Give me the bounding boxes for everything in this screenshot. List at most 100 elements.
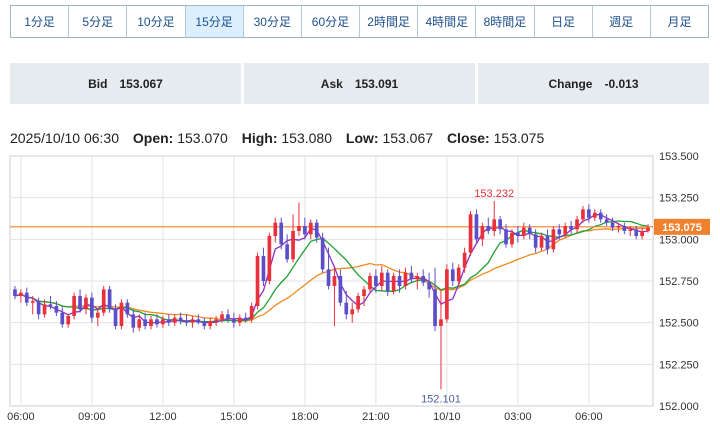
candle-body[interactable] bbox=[161, 319, 165, 325]
candle-body[interactable] bbox=[303, 226, 307, 235]
candle-body[interactable] bbox=[196, 319, 201, 323]
timeframe-tab[interactable]: 8時間足 bbox=[476, 6, 535, 37]
candle-body[interactable] bbox=[273, 222, 278, 236]
candle-body[interactable] bbox=[60, 312, 65, 325]
candle-body[interactable] bbox=[492, 219, 497, 231]
candle-body[interactable] bbox=[220, 314, 224, 320]
candle-body[interactable] bbox=[149, 319, 153, 326]
candle-body[interactable] bbox=[474, 214, 479, 240]
candle-body[interactable] bbox=[202, 322, 207, 326]
candle-body[interactable] bbox=[208, 321, 213, 326]
candle-body[interactable] bbox=[119, 302, 124, 326]
candle-body[interactable] bbox=[54, 306, 59, 313]
candle-body[interactable] bbox=[427, 282, 431, 290]
candle-body[interactable] bbox=[397, 276, 402, 286]
candle-body[interactable] bbox=[308, 222, 313, 235]
candle-body[interactable] bbox=[249, 306, 254, 320]
candle-body[interactable] bbox=[610, 222, 615, 228]
candle-body[interactable] bbox=[462, 252, 467, 268]
candle-body[interactable] bbox=[72, 296, 76, 316]
candle-body[interactable] bbox=[521, 227, 526, 236]
candle-body[interactable] bbox=[166, 319, 171, 323]
candle-body[interactable] bbox=[320, 237, 325, 270]
candle-body[interactable] bbox=[592, 212, 597, 218]
candle-body[interactable] bbox=[36, 301, 41, 315]
candle-body[interactable] bbox=[42, 304, 47, 315]
candle-body[interactable] bbox=[107, 289, 112, 310]
candle-body[interactable] bbox=[510, 232, 514, 245]
candle-body[interactable] bbox=[24, 292, 29, 303]
candle-body[interactable] bbox=[226, 314, 230, 320]
candle-body[interactable] bbox=[527, 227, 532, 235]
candle-body[interactable] bbox=[480, 226, 485, 240]
candle-body[interactable] bbox=[125, 302, 130, 315]
candle-body[interactable] bbox=[575, 219, 579, 230]
timeframe-tab[interactable]: 30分足 bbox=[243, 6, 302, 37]
candle-body[interactable] bbox=[421, 276, 426, 283]
candle-body[interactable] bbox=[178, 317, 183, 321]
candle-body[interactable] bbox=[604, 219, 609, 223]
candle-body[interactable] bbox=[646, 227, 650, 231]
candle-body[interactable] bbox=[551, 229, 556, 250]
candlestick-chart[interactable]: 153.500 153.250 153.000 152.750 152.500 152.2… bbox=[0, 148, 720, 430]
candle-body[interactable] bbox=[504, 229, 508, 245]
candle-body[interactable] bbox=[113, 309, 118, 326]
candle-body[interactable] bbox=[190, 319, 195, 323]
candle-body[interactable] bbox=[581, 209, 585, 220]
candle-body[interactable] bbox=[326, 269, 331, 286]
candle-body[interactable] bbox=[403, 272, 408, 286]
candle-body[interactable] bbox=[232, 319, 236, 323]
candle-body[interactable] bbox=[279, 222, 284, 245]
candle-body[interactable] bbox=[143, 319, 147, 326]
candle-body[interactable] bbox=[172, 317, 177, 323]
timeframe-tab[interactable]: 2時間足 bbox=[360, 6, 419, 37]
timeframe-tab[interactable]: 5分足 bbox=[69, 6, 128, 37]
candle-body[interactable] bbox=[563, 226, 568, 235]
candle-body[interactable] bbox=[409, 272, 414, 280]
timeframe-tab[interactable]: 15分足 bbox=[185, 6, 244, 37]
candle-body[interactable] bbox=[598, 212, 603, 220]
candle-body[interactable] bbox=[356, 296, 360, 310]
candle-body[interactable] bbox=[155, 319, 159, 325]
candle-body[interactable] bbox=[131, 314, 136, 328]
candle-body[interactable] bbox=[368, 276, 372, 290]
candle-body[interactable] bbox=[285, 244, 289, 260]
candle-body[interactable] bbox=[137, 319, 142, 328]
candle-body[interactable] bbox=[616, 226, 621, 228]
timeframe-tab[interactable]: 60分足 bbox=[301, 6, 361, 37]
candle-body[interactable] bbox=[90, 297, 94, 318]
candle-body[interactable] bbox=[291, 231, 295, 260]
candle-body[interactable] bbox=[84, 297, 88, 310]
candle-body[interactable] bbox=[533, 234, 538, 248]
candle-body[interactable] bbox=[557, 229, 562, 235]
candle-body[interactable] bbox=[445, 269, 449, 320]
candle-body[interactable] bbox=[95, 312, 100, 318]
timeframe-tab[interactable]: 日足 bbox=[534, 6, 593, 37]
timeframe-tab[interactable]: 1分足 bbox=[11, 6, 70, 37]
candle-body[interactable] bbox=[385, 272, 390, 291]
timeframe-tab[interactable]: 10分足 bbox=[127, 6, 186, 37]
candle-body[interactable] bbox=[539, 236, 544, 248]
candle-body[interactable] bbox=[587, 209, 591, 218]
candle-body[interactable] bbox=[48, 304, 53, 306]
candle-body[interactable] bbox=[516, 232, 520, 236]
candle-body[interactable] bbox=[545, 236, 550, 250]
candle-body[interactable] bbox=[628, 229, 633, 231]
candle-body[interactable] bbox=[184, 321, 189, 323]
candle-body[interactable] bbox=[66, 316, 71, 325]
candle-body[interactable] bbox=[569, 226, 573, 230]
candle-body[interactable] bbox=[255, 256, 260, 306]
candle-body[interactable] bbox=[379, 272, 384, 286]
candle-body[interactable] bbox=[486, 226, 491, 231]
candle-body[interactable] bbox=[468, 214, 473, 253]
candle-body[interactable] bbox=[314, 222, 319, 238]
candle-body[interactable] bbox=[415, 276, 420, 280]
timeframe-tab[interactable]: 週足 bbox=[592, 6, 651, 37]
candle-body[interactable] bbox=[30, 301, 35, 303]
candle-body[interactable] bbox=[450, 269, 455, 281]
candle-body[interactable] bbox=[237, 317, 242, 323]
candle-body[interactable] bbox=[350, 309, 355, 315]
candle-body[interactable] bbox=[498, 219, 502, 230]
candle-body[interactable] bbox=[391, 276, 396, 291]
candle-body[interactable] bbox=[267, 236, 272, 281]
